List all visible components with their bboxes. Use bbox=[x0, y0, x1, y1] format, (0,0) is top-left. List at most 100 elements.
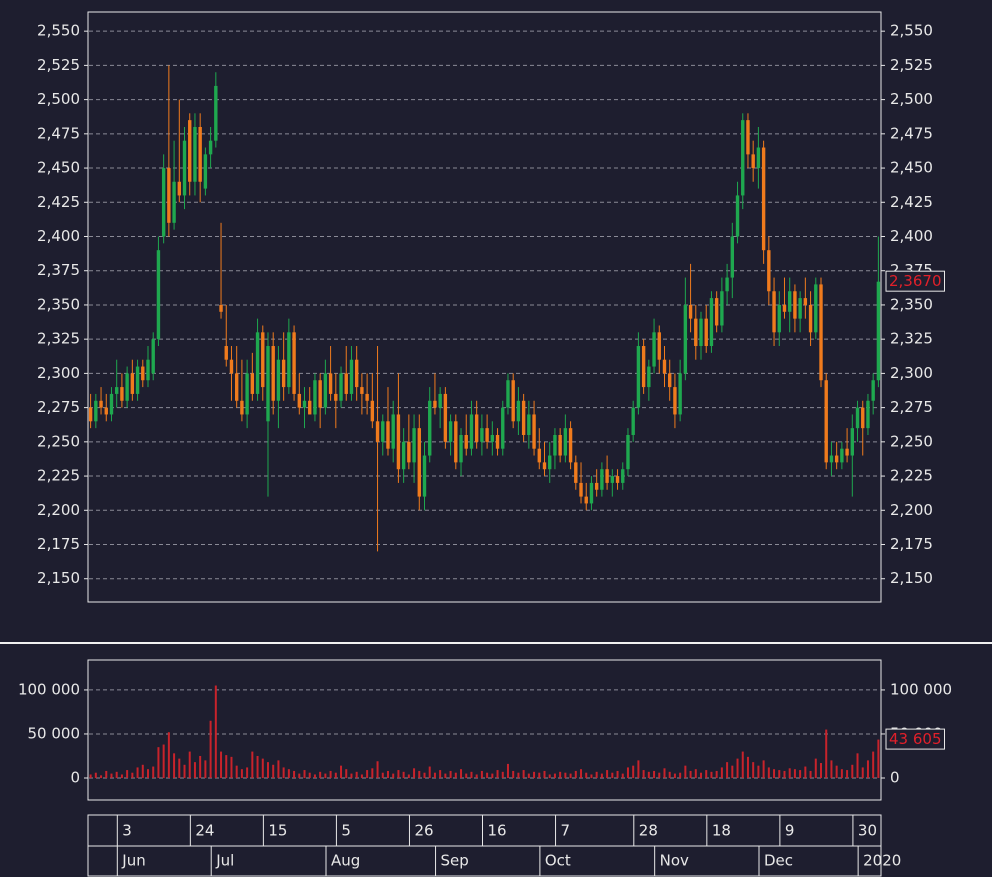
volume-bar bbox=[757, 765, 760, 778]
y-tick-label: 2,400 bbox=[37, 227, 80, 245]
candle-body bbox=[516, 400, 521, 422]
day-label: 7 bbox=[561, 822, 571, 840]
y-tick-label-right: 2,550 bbox=[890, 22, 933, 40]
volume-bar bbox=[647, 771, 650, 778]
volume-bar bbox=[449, 770, 452, 778]
y-tick-label: 2,225 bbox=[37, 467, 80, 485]
volume-bar bbox=[126, 770, 129, 778]
candle-body bbox=[370, 400, 375, 422]
volume-bar bbox=[345, 769, 348, 778]
volume-bar bbox=[193, 762, 196, 778]
volume-bar bbox=[731, 765, 734, 778]
candle-body bbox=[511, 380, 515, 422]
volume-bar bbox=[767, 767, 770, 778]
candle-body bbox=[636, 346, 641, 408]
candle-body bbox=[605, 469, 609, 483]
candle-body bbox=[161, 168, 166, 237]
candle-body bbox=[130, 373, 135, 394]
y-tick-label-right: 2,150 bbox=[890, 569, 933, 587]
volume-bar bbox=[308, 772, 311, 778]
volume-bar bbox=[851, 764, 854, 778]
volume-bar bbox=[820, 763, 823, 778]
volume-bar bbox=[230, 756, 233, 778]
candle-body bbox=[146, 359, 150, 381]
candle-body bbox=[177, 181, 181, 196]
y-tick-label-right: 100 000 bbox=[890, 680, 952, 698]
candle-body bbox=[428, 400, 432, 456]
y-tick-label-right: 0 bbox=[890, 768, 900, 786]
candle-body bbox=[349, 359, 354, 394]
candle-body bbox=[521, 400, 526, 435]
candle-body bbox=[480, 428, 484, 442]
candle-body bbox=[621, 469, 625, 483]
candle-body bbox=[594, 482, 599, 490]
price-panel bbox=[87, 11, 882, 603]
candle-body bbox=[527, 414, 531, 435]
y-tick-label: 2,550 bbox=[37, 22, 80, 40]
volume-bar bbox=[491, 773, 494, 778]
y-tick-label-right: 2,175 bbox=[890, 535, 933, 553]
candle-body bbox=[668, 373, 672, 388]
candle-body bbox=[94, 400, 98, 422]
volume-bar bbox=[673, 773, 676, 778]
candle-body bbox=[584, 496, 588, 504]
candle-body bbox=[443, 393, 448, 442]
month-label: Jun bbox=[121, 852, 145, 870]
candle-body bbox=[328, 373, 333, 394]
volume-bar bbox=[773, 769, 776, 778]
month-label: Oct bbox=[545, 852, 571, 870]
volume-bar bbox=[293, 770, 296, 778]
candle-body bbox=[281, 359, 286, 388]
candle-body bbox=[652, 332, 656, 367]
volume-bar bbox=[590, 774, 593, 778]
volume-bar bbox=[642, 770, 645, 778]
volume-bar bbox=[350, 773, 353, 778]
volume-bar bbox=[178, 758, 181, 778]
volume-bar bbox=[162, 744, 165, 778]
volume-bar bbox=[595, 771, 598, 778]
candle-body bbox=[824, 380, 828, 463]
candle-body bbox=[422, 455, 427, 497]
volume-bar bbox=[856, 753, 859, 778]
candle-body bbox=[782, 304, 787, 312]
y-tick-label: 2,325 bbox=[37, 330, 80, 348]
month-label: Jul bbox=[215, 852, 234, 870]
candle-body bbox=[219, 304, 223, 312]
candle-body bbox=[167, 168, 171, 223]
volume-bar bbox=[486, 772, 489, 778]
volume-bar bbox=[131, 772, 134, 778]
volume-bar bbox=[360, 774, 363, 778]
volume-bar bbox=[726, 762, 729, 778]
candle-body bbox=[788, 291, 792, 312]
candle-body bbox=[240, 400, 244, 415]
volume-bar bbox=[157, 747, 160, 778]
volume-bar bbox=[392, 773, 395, 778]
candle-body bbox=[641, 346, 646, 388]
volume-bar bbox=[632, 765, 635, 778]
candle-body bbox=[506, 380, 510, 408]
candle-body bbox=[224, 346, 228, 360]
volume-bar bbox=[340, 765, 343, 778]
volume-bar bbox=[825, 729, 828, 778]
volume-bar bbox=[282, 767, 285, 778]
volume-bar bbox=[298, 773, 301, 778]
last-value-box bbox=[885, 270, 945, 292]
volume-bar bbox=[522, 770, 525, 778]
y-tick-label: 2,275 bbox=[37, 398, 80, 416]
day-label: 28 bbox=[639, 822, 658, 840]
volume-bar bbox=[585, 772, 588, 778]
candle-body bbox=[537, 448, 541, 463]
volume-bar bbox=[830, 760, 833, 778]
volume-bar bbox=[866, 760, 869, 778]
volume-bar bbox=[752, 762, 755, 778]
candle-body bbox=[678, 373, 682, 415]
volume-bar bbox=[439, 770, 442, 778]
volume-bar bbox=[423, 772, 426, 778]
candle-body bbox=[208, 140, 213, 155]
candle-body bbox=[401, 441, 406, 470]
volume-bar bbox=[715, 770, 718, 778]
candle-body bbox=[501, 407, 505, 449]
volume-bar bbox=[386, 770, 389, 778]
candle-body bbox=[589, 482, 594, 504]
volume-bar bbox=[710, 771, 713, 778]
